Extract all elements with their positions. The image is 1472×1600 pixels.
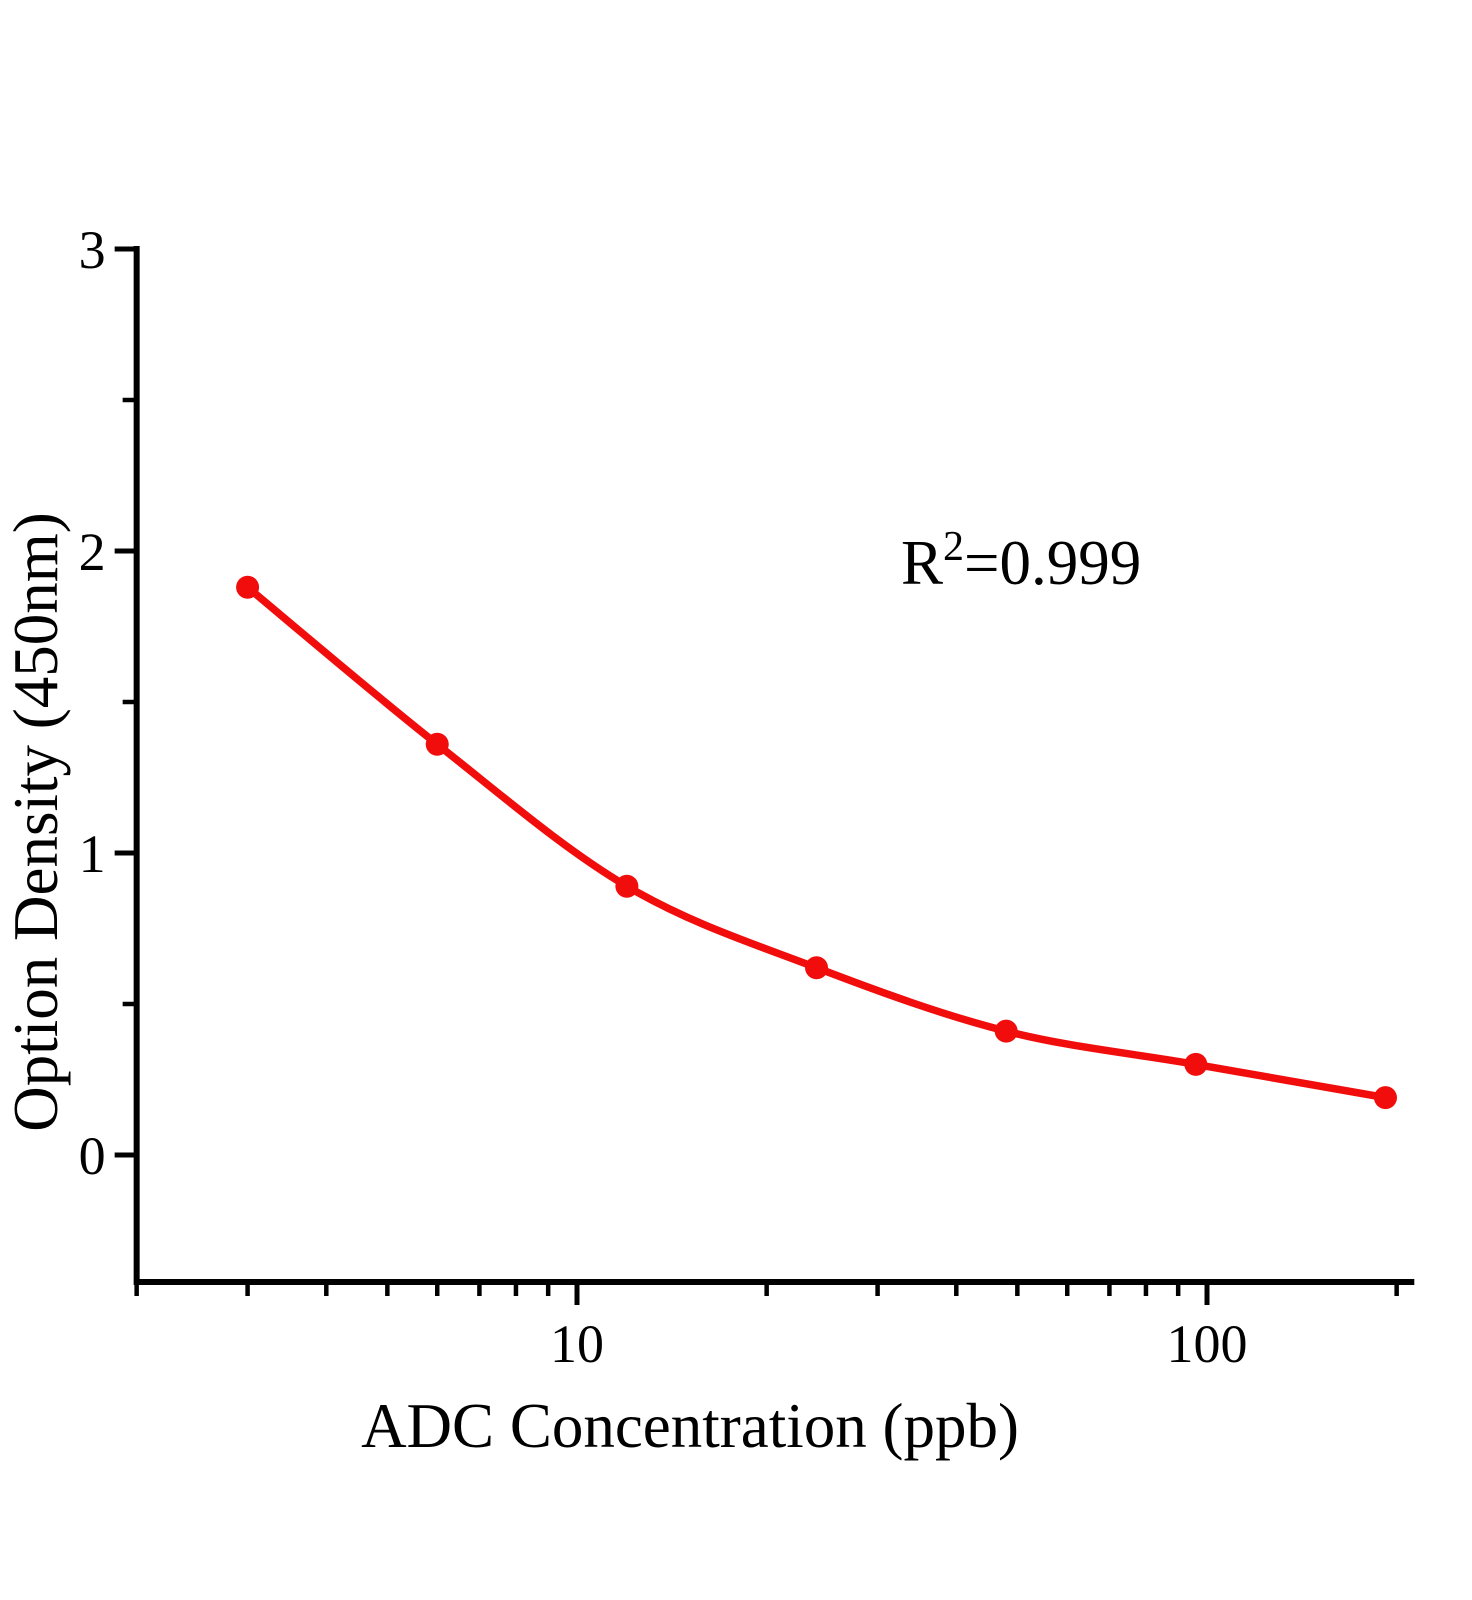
r-squared-exponent: 2 — [943, 524, 964, 570]
r-squared-value: =0.999 — [964, 528, 1141, 598]
x-axis-title: ADC Concentration (ppb) — [361, 1391, 1019, 1461]
data-point — [994, 1019, 1018, 1043]
y-axis-ticks — [114, 246, 137, 1158]
y-axis-tick-label: 0 — [79, 1126, 106, 1186]
data-point — [1184, 1052, 1208, 1076]
data-point — [425, 732, 449, 756]
data-point-markers — [236, 575, 1397, 1110]
data-point — [805, 956, 829, 980]
y-axis-tick-label: 3 — [79, 220, 106, 280]
axes-frame — [133, 246, 1415, 1285]
x-axis-ticks — [134, 1282, 1399, 1305]
data-point — [1373, 1086, 1397, 1110]
data-point — [615, 874, 639, 898]
y-axis-tick-labels: 0 1 2 3 — [79, 220, 106, 1186]
y-axis-tick-label: 1 — [79, 824, 106, 884]
r-squared-annotation: R2=0.999 — [901, 524, 1141, 598]
x-axis-tick-label: 10 — [550, 1314, 604, 1374]
x-axis-tick-labels: 10 100 — [550, 1314, 1248, 1374]
data-point — [236, 575, 260, 599]
fit-curve-line — [243, 583, 1390, 1102]
y-axis-title: Option Density (450nm) — [1, 512, 71, 1131]
y-axis-tick-label: 2 — [79, 522, 106, 582]
r-squared-base: R — [901, 528, 943, 598]
x-axis-tick-label: 100 — [1167, 1314, 1248, 1374]
